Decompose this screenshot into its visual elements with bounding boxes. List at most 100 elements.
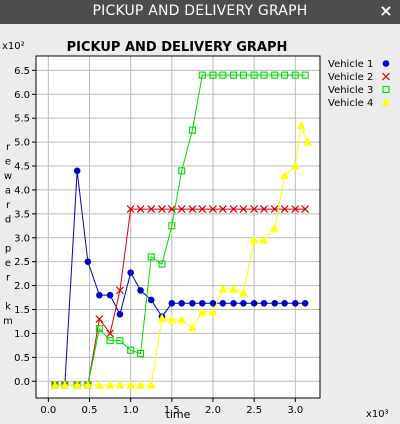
marker-stroke bbox=[147, 205, 156, 213]
x-axis-label: time bbox=[166, 408, 191, 421]
data-point bbox=[250, 299, 258, 307]
y-tick-label: 3.0 bbox=[14, 233, 30, 244]
y-tick-label: 2.5 bbox=[14, 257, 30, 268]
data-point bbox=[382, 60, 390, 67]
data-point bbox=[83, 380, 93, 389]
data-point bbox=[158, 205, 166, 213]
x-tick-label: 0.5 bbox=[82, 405, 98, 416]
data-point bbox=[382, 85, 390, 94]
data-point bbox=[116, 310, 124, 318]
chart-svg: 0.0 0.5 1.0 1.5 2.0 2.5 3.0 0.0 0.5 1.0 1.5 2.0 2.5 3… bbox=[2, 40, 391, 421]
data-point bbox=[240, 299, 247, 307]
plot-frame bbox=[35, 55, 321, 399]
data-point bbox=[197, 307, 207, 316]
y-axis-label-char: w bbox=[4, 171, 12, 182]
data-point bbox=[260, 71, 268, 79]
data-point bbox=[95, 380, 104, 389]
data-point bbox=[290, 161, 300, 170]
data-point bbox=[115, 380, 125, 389]
y-axis-label-char: e bbox=[5, 157, 11, 168]
marker-stroke bbox=[218, 205, 227, 213]
data-point bbox=[281, 299, 288, 307]
data-point bbox=[147, 296, 155, 304]
marker-stroke bbox=[209, 205, 217, 213]
data-point bbox=[291, 205, 300, 213]
data-point bbox=[239, 71, 247, 79]
data-point bbox=[188, 205, 197, 213]
x-multiplier-label: x10³ bbox=[366, 409, 389, 420]
data-point bbox=[219, 299, 227, 307]
data-point bbox=[116, 337, 124, 345]
data-point bbox=[250, 205, 259, 213]
y-tick-label: 5.5 bbox=[14, 114, 30, 125]
x-tick-label: 1.0 bbox=[123, 405, 139, 416]
data-point bbox=[292, 299, 299, 307]
data-point bbox=[146, 380, 156, 389]
x-tick-label: 2.0 bbox=[205, 405, 221, 416]
data-point bbox=[218, 205, 227, 213]
y-tick-label: 2.0 bbox=[14, 281, 30, 292]
data-point bbox=[147, 253, 155, 261]
y-axis-label-char: p bbox=[5, 244, 11, 255]
data-point bbox=[281, 71, 289, 79]
marker-stroke bbox=[158, 205, 166, 213]
y-axis-label-char: k bbox=[5, 302, 11, 313]
data-point bbox=[116, 286, 124, 295]
data-point bbox=[72, 380, 82, 389]
y-tick-label: 4.0 bbox=[14, 185, 30, 196]
plot-background bbox=[36, 56, 320, 398]
data-point bbox=[208, 307, 218, 316]
data-point bbox=[188, 323, 197, 332]
data-point bbox=[301, 71, 309, 79]
data-point bbox=[106, 337, 114, 345]
data-point bbox=[291, 71, 299, 79]
data-point bbox=[271, 71, 279, 79]
marker-stroke bbox=[177, 205, 186, 213]
y-tick-label: 3.5 bbox=[14, 209, 30, 220]
data-point bbox=[239, 288, 248, 297]
marker-stroke bbox=[136, 205, 145, 213]
data-point bbox=[382, 72, 390, 81]
legend: Vehicle 1 Vehicle 2 Vehicle 3 Vehicle 4 bbox=[328, 59, 391, 109]
data-point bbox=[106, 291, 114, 299]
marker-stroke bbox=[95, 315, 104, 324]
marker-stroke bbox=[270, 205, 279, 213]
chart-title: PICKUP AND DELIVERY GRAPH bbox=[67, 40, 288, 55]
marker-stroke bbox=[229, 205, 238, 213]
legend-label: Vehicle 3 bbox=[328, 85, 373, 96]
legend-label: Vehicle 4 bbox=[328, 98, 373, 109]
data-point bbox=[209, 71, 217, 79]
data-point bbox=[177, 205, 186, 213]
data-point bbox=[229, 205, 238, 213]
legend-label: Vehicle 1 bbox=[328, 59, 373, 70]
data-point bbox=[178, 167, 186, 175]
data-point bbox=[280, 205, 289, 213]
data-point bbox=[189, 299, 196, 307]
marker-stroke bbox=[239, 205, 248, 213]
close-icon[interactable]: × bbox=[379, 1, 393, 20]
plot-area: 0.0 0.5 1.0 1.5 2.0 2.5 3.0 0.0 0.5 1.0 1.5 2.0 2.5 3… bbox=[14, 55, 321, 416]
data-point bbox=[260, 205, 268, 213]
y-tick-label: 1.5 bbox=[14, 305, 30, 316]
window-titlebar[interactable]: PICKUP AND DELIVERY GRAPH × bbox=[0, 0, 400, 24]
marker-stroke bbox=[126, 205, 135, 213]
data-point bbox=[157, 313, 167, 322]
x-tick-label: 2.5 bbox=[246, 405, 262, 416]
data-point bbox=[127, 269, 134, 276]
marker-stroke bbox=[260, 205, 268, 213]
x-tick-label: 3.0 bbox=[287, 405, 303, 416]
marker-stroke bbox=[188, 205, 197, 213]
marker-stroke bbox=[198, 205, 207, 213]
data-point bbox=[158, 260, 166, 268]
window-title: PICKUP AND DELIVERY GRAPH bbox=[92, 3, 308, 19]
data-point bbox=[250, 71, 258, 79]
data-point bbox=[270, 223, 280, 232]
data-point bbox=[137, 287, 144, 294]
x-tick-label: 0.0 bbox=[40, 405, 56, 416]
marker-stroke bbox=[382, 72, 390, 81]
y-tick-label: 5.0 bbox=[14, 138, 30, 149]
data-point bbox=[249, 235, 259, 244]
data-point bbox=[177, 315, 187, 324]
data-point bbox=[136, 349, 145, 358]
